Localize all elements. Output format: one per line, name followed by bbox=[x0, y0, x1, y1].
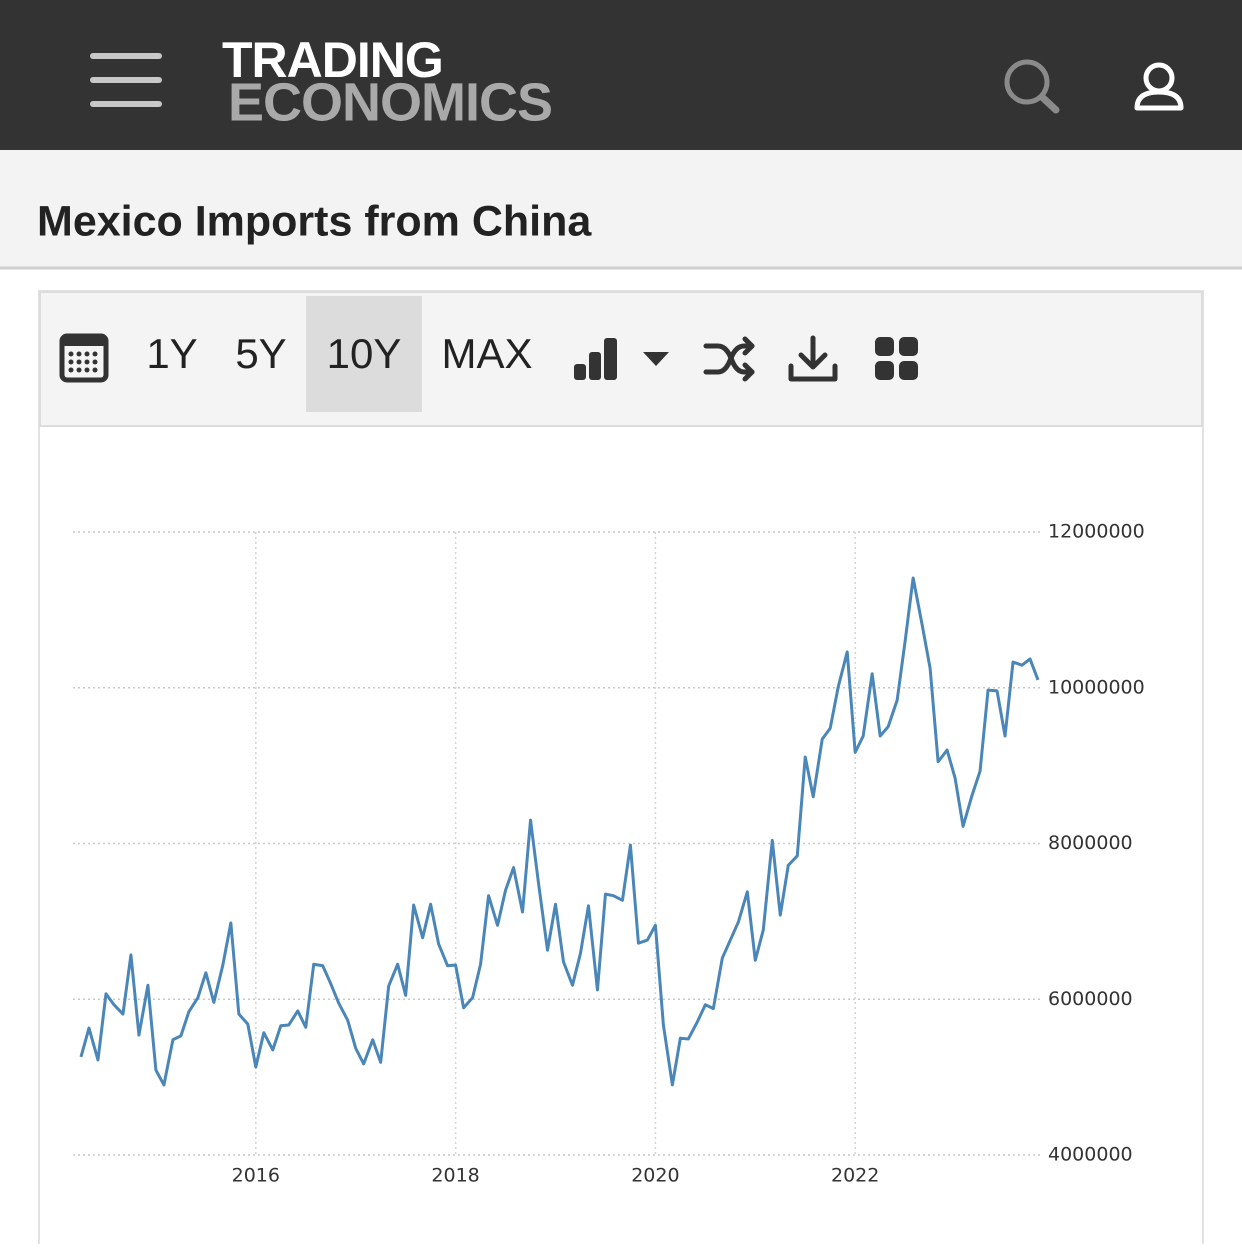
logo-top: TRADING bbox=[222, 32, 443, 88]
header-bar bbox=[0, 0, 1242, 150]
data-line bbox=[79, 576, 1040, 1087]
search-button[interactable] bbox=[1004, 59, 1060, 114]
range-selected bbox=[306, 296, 422, 412]
y-tick-label: 4000000 bbox=[1048, 1144, 1133, 1166]
y-tick-label: 10000000 bbox=[1048, 676, 1145, 698]
user-button[interactable] bbox=[1134, 62, 1184, 111]
chart-type-button[interactable] bbox=[574, 338, 669, 380]
title-bar bbox=[0, 150, 1242, 268]
logo[interactable]: TRADING ECONOMICS bbox=[222, 32, 553, 132]
compare-button[interactable] bbox=[703, 336, 755, 382]
y-tick-label: 6000000 bbox=[1048, 988, 1133, 1010]
toolbar bbox=[39, 291, 1203, 427]
x-tick-label: 2020 bbox=[631, 1165, 679, 1187]
y-tick-label: 12000000 bbox=[1048, 521, 1145, 543]
chart-panel bbox=[38, 290, 1204, 1249]
plot: 4000000 6000000 8000000 10000000 12000000 201… bbox=[73, 521, 1145, 1187]
menu-button[interactable] bbox=[90, 53, 162, 107]
logo-bottom: ECONOMICS bbox=[228, 72, 552, 132]
calendar-button[interactable] bbox=[59, 333, 109, 383]
x-tick-label: 2018 bbox=[431, 1165, 479, 1187]
range-button[interactable]: 10Y bbox=[327, 330, 402, 377]
range-button[interactable]: 5Y bbox=[235, 330, 286, 377]
download-button[interactable] bbox=[788, 335, 838, 382]
x-tick-label: 2016 bbox=[232, 1165, 280, 1187]
range-button[interactable]: MAX bbox=[441, 330, 532, 377]
y-tick-label: 8000000 bbox=[1048, 832, 1133, 854]
dashboard-button[interactable] bbox=[875, 337, 918, 380]
x-tick-label: 2022 bbox=[831, 1165, 879, 1187]
page-title: Mexico Imports from China bbox=[37, 197, 592, 245]
range-button[interactable]: 1Y bbox=[146, 330, 197, 377]
